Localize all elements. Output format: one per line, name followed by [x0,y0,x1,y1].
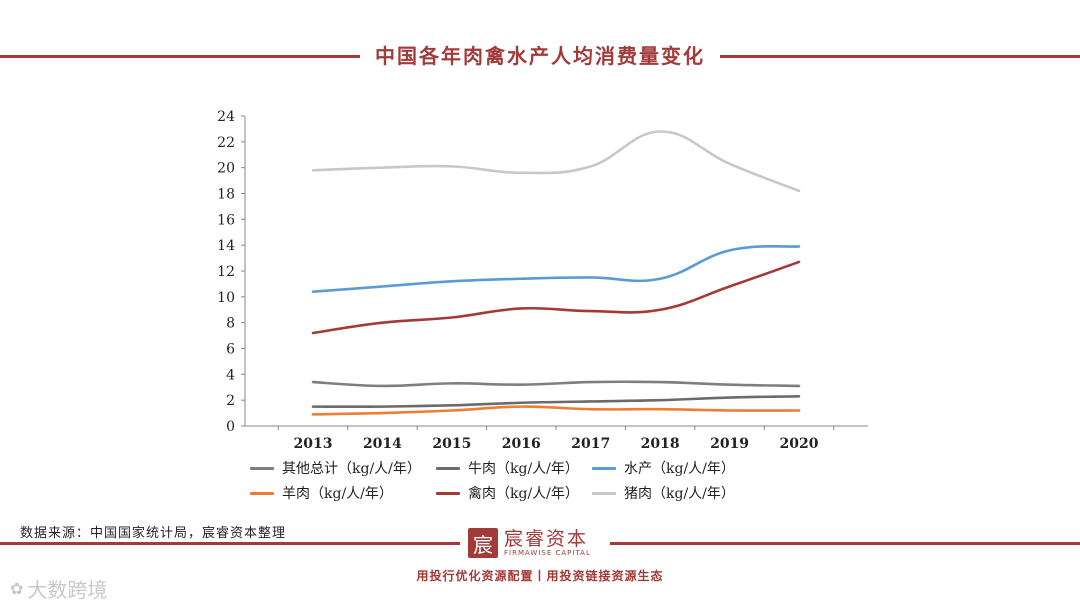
watermark-text: 大数跨境 [27,578,108,602]
y-tick-label: 20 [217,161,235,177]
y-tick-label: 16 [217,212,235,228]
footer-slogan: 用投行优化资源配置丨用投资链接资源生态 [416,569,664,583]
y-tick-label: 4 [226,367,235,383]
y-tick-label: 14 [217,238,235,254]
series-line-3 [311,405,801,416]
y-tick-label: 22 [217,135,235,151]
y-tick-label: 6 [226,342,235,358]
legend-swatch [250,466,274,470]
y-tick-label: 24 [217,109,235,125]
footer-rule-left [0,542,460,545]
legend-item: 禽肉（kg/人/年） [436,483,579,503]
legend-item: 羊肉（kg/人/年） [250,483,393,503]
legend-item: 水产（kg/人/年） [592,458,735,478]
footer-rule-right [610,542,1080,545]
x-tick-label: 2014 [363,436,402,452]
y-tick-label: 8 [226,316,235,332]
legend-swatch [436,491,460,495]
legend-item: 牛肉（kg/人/年） [436,458,579,478]
x-tick-label: 2019 [710,436,749,452]
legend-swatch [592,491,616,495]
series-line-1 [311,394,801,409]
logo-mark-icon: 宸 [468,528,498,558]
legend-item: 猪肉（kg/人/年） [592,483,735,503]
y-tick-label: 10 [217,290,235,306]
legend-label: 水产（kg/人/年） [624,461,735,477]
page-title: 中国各年肉禽水产人均消费量变化 [0,40,1080,69]
legend-label: 牛肉（kg/人/年） [468,461,579,477]
legend-swatch [250,491,274,495]
legend-label: 羊肉（kg/人/年） [282,486,393,502]
legend-label: 其他总计（kg/人/年） [282,461,421,477]
series-line-2 [311,244,801,293]
logo-chinese-name: 宸睿资本 [504,527,589,550]
x-tick-label: 2017 [571,436,610,452]
y-tick-label: 18 [217,187,235,203]
series-line-4 [311,260,801,335]
legend-label: 猪肉（kg/人/年） [624,486,735,502]
watermark: ✿ 大数跨境 [10,574,107,603]
source-note: 数据来源：中国国家统计局，宸睿资本整理 [20,526,287,541]
header-rule-left [0,55,360,58]
logo-english-name: FIRMAWISE CAPITAL [504,548,591,557]
x-tick-label: 2016 [502,436,541,452]
y-tick-label: 0 [226,419,235,435]
legend-swatch [436,466,460,470]
y-tick-label: 2 [226,393,235,409]
legend-label: 禽肉（kg/人/年） [468,486,579,502]
header-rule-right [720,55,1080,58]
series-line-5 [311,130,801,193]
x-tick-label: 2018 [641,436,680,452]
y-tick-label: 12 [217,264,235,280]
legend-swatch [592,466,616,470]
series-line-0 [311,380,801,388]
page-title-text: 中国各年肉禽水产人均消费量变化 [361,44,719,68]
x-tick-label: 2015 [432,436,471,452]
x-tick-label: 2013 [294,436,333,452]
company-logo: 宸 宸睿资本 FIRMAWISE CAPITAL [468,528,591,558]
legend-item: 其他总计（kg/人/年） [250,458,421,478]
x-tick-label: 2020 [780,436,819,452]
watermark-logo-icon: ✿ [10,579,24,598]
chart-series [311,130,801,416]
